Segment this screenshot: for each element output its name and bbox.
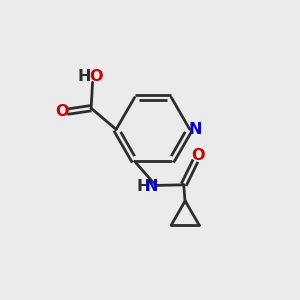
Text: H: H (136, 179, 150, 194)
Text: O: O (191, 148, 205, 163)
Text: O: O (89, 69, 103, 84)
Text: H: H (78, 69, 91, 84)
Text: N: N (145, 179, 158, 194)
Text: O: O (55, 104, 68, 119)
Text: N: N (188, 122, 202, 137)
